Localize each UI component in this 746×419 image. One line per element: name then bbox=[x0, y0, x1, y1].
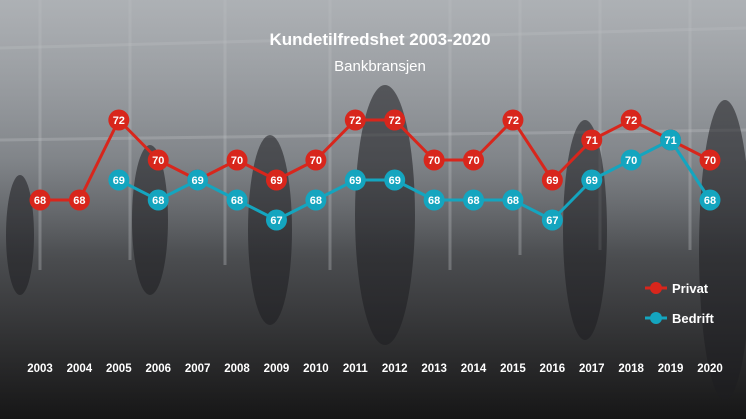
data-label: 68 bbox=[73, 195, 85, 207]
x-tick-label: 2004 bbox=[67, 363, 93, 375]
data-label: 69 bbox=[192, 175, 204, 187]
data-point bbox=[541, 169, 563, 191]
data-label: 69 bbox=[546, 175, 558, 187]
legend-item-privat: Privat bbox=[645, 281, 709, 296]
x-tick-label: 2005 bbox=[106, 363, 132, 375]
data-point bbox=[541, 209, 563, 231]
x-tick-label: 2003 bbox=[27, 363, 53, 375]
data-point bbox=[423, 149, 445, 171]
data-label: 72 bbox=[625, 115, 637, 127]
data-label: 72 bbox=[349, 115, 361, 127]
data-label: 72 bbox=[507, 115, 519, 127]
data-label: 72 bbox=[389, 115, 401, 127]
data-point bbox=[147, 189, 169, 211]
x-tick-label: 2009 bbox=[264, 363, 290, 375]
data-label: 71 bbox=[586, 135, 598, 147]
data-label: 70 bbox=[231, 155, 243, 167]
data-label: 68 bbox=[34, 195, 46, 207]
data-point bbox=[265, 169, 287, 191]
data-point bbox=[226, 149, 248, 171]
data-point bbox=[463, 189, 485, 211]
data-point bbox=[620, 109, 642, 131]
data-point bbox=[581, 169, 603, 191]
x-tick-label: 2017 bbox=[579, 363, 605, 375]
data-point bbox=[699, 149, 721, 171]
chart-title: Kundetilfredshet 2003-2020 bbox=[269, 30, 491, 49]
legend-label: Bedrift bbox=[672, 311, 715, 326]
data-label: 70 bbox=[310, 155, 322, 167]
data-label: 68 bbox=[310, 195, 322, 207]
data-point bbox=[265, 209, 287, 231]
x-tick-label: 2019 bbox=[658, 363, 684, 375]
data-point bbox=[502, 109, 524, 131]
data-point bbox=[344, 109, 366, 131]
data-point bbox=[29, 189, 51, 211]
x-tick-label: 2011 bbox=[343, 363, 369, 375]
data-label: 70 bbox=[625, 155, 637, 167]
x-tick-label: 2013 bbox=[421, 363, 447, 375]
data-point bbox=[147, 149, 169, 171]
x-tick-label: 2020 bbox=[697, 363, 723, 375]
data-point bbox=[108, 109, 130, 131]
data-point bbox=[226, 189, 248, 211]
data-label: 70 bbox=[467, 155, 479, 167]
x-tick-label: 2007 bbox=[185, 363, 211, 375]
legend-marker bbox=[650, 312, 662, 324]
data-point bbox=[344, 169, 366, 191]
data-label: 69 bbox=[389, 175, 401, 187]
data-label: 69 bbox=[270, 175, 282, 187]
data-point bbox=[187, 169, 209, 191]
data-label: 68 bbox=[467, 195, 479, 207]
x-tick-label: 2012 bbox=[382, 363, 408, 375]
data-point bbox=[581, 129, 603, 151]
data-label: 72 bbox=[113, 115, 125, 127]
data-point bbox=[305, 149, 327, 171]
x-tick-label: 2018 bbox=[618, 363, 644, 375]
data-point bbox=[384, 109, 406, 131]
data-point bbox=[620, 149, 642, 171]
x-tick-label: 2008 bbox=[224, 363, 250, 375]
chart-subtitle: Bankbransjen bbox=[334, 58, 426, 75]
x-tick-label: 2006 bbox=[145, 363, 171, 375]
data-point bbox=[463, 149, 485, 171]
data-label: 68 bbox=[152, 195, 164, 207]
data-point bbox=[423, 189, 445, 211]
data-point bbox=[68, 189, 90, 211]
data-label: 69 bbox=[586, 175, 598, 187]
data-point bbox=[108, 169, 130, 191]
data-label: 68 bbox=[428, 195, 440, 207]
data-label: 70 bbox=[152, 155, 164, 167]
data-label: 68 bbox=[507, 195, 519, 207]
series-bedrift: 69 68 69 68 67 68 69 69 68 68 68 67 69 70 71 68 bbox=[108, 129, 721, 231]
data-label: 71 bbox=[664, 135, 676, 147]
data-point bbox=[699, 189, 721, 211]
data-label: 69 bbox=[349, 175, 361, 187]
x-tick-label: 2014 bbox=[461, 363, 487, 375]
data-point bbox=[305, 189, 327, 211]
series-line bbox=[118, 138, 712, 222]
data-label: 69 bbox=[113, 175, 125, 187]
x-tick-label: 2015 bbox=[500, 363, 526, 375]
legend-label: Privat bbox=[672, 281, 709, 296]
data-label: 68 bbox=[231, 195, 243, 207]
x-tick-label: 2016 bbox=[540, 363, 566, 375]
data-label: 67 bbox=[270, 215, 282, 227]
data-point bbox=[502, 189, 524, 211]
data-point bbox=[660, 129, 682, 151]
legend-item-bedrift: Bedrift bbox=[645, 311, 715, 326]
legend-marker bbox=[650, 282, 662, 294]
data-label: 68 bbox=[704, 195, 716, 207]
data-label: 70 bbox=[428, 155, 440, 167]
x-tick-label: 2010 bbox=[303, 363, 329, 375]
data-label: 70 bbox=[704, 155, 716, 167]
data-label: 67 bbox=[546, 215, 558, 227]
data-point bbox=[384, 169, 406, 191]
